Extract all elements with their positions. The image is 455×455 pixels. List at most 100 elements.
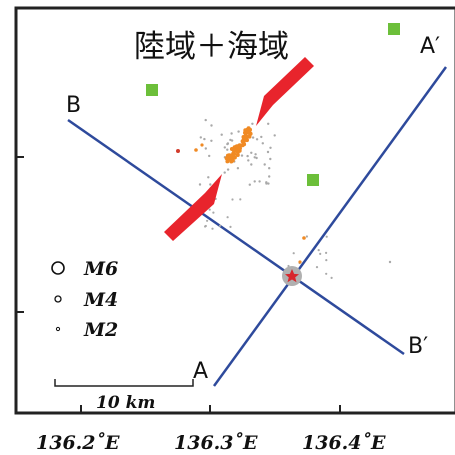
gray-event-dot — [226, 142, 229, 146]
gray-event-dot — [210, 124, 213, 127]
gray-event-dot — [269, 157, 272, 161]
gray-event-dot — [226, 168, 230, 171]
gray-event-dot — [325, 235, 328, 238]
profile-label-a-prime: A′ — [420, 34, 440, 59]
gray-event-dot — [236, 167, 240, 170]
gray-event-dot — [317, 249, 320, 252]
orange-event-dot — [247, 134, 252, 139]
profile-label-b: B — [66, 93, 81, 118]
gray-event-dot — [211, 227, 214, 230]
gray-event-dot — [254, 153, 257, 156]
orange-event-dot — [231, 148, 236, 153]
gray-event-dot — [246, 154, 249, 158]
gray-event-dot — [207, 176, 210, 179]
profile-line-a — [212, 66, 448, 387]
gray-event-dot — [267, 122, 270, 126]
gray-event-dot — [199, 136, 202, 139]
orange-event-dot — [194, 148, 198, 152]
orange-event-dot — [240, 143, 245, 148]
gray-event-dot — [253, 180, 256, 183]
gray-event-dot — [267, 182, 270, 185]
gray-event-dot — [223, 146, 226, 149]
orange-event-dot — [241, 139, 246, 144]
orange-event-dot — [237, 143, 242, 148]
gray-event-dot — [230, 132, 233, 135]
gray-event-dot — [265, 182, 268, 185]
gray-event-dot — [208, 208, 211, 211]
lon-label-3: 136.4˚E — [302, 431, 386, 454]
legend-m6-label: M6 — [83, 258, 118, 280]
gray-event-dot — [240, 154, 244, 157]
scale-bar-label: 10 km — [96, 393, 155, 413]
green-square-icon — [146, 84, 158, 96]
gray-event-dot — [218, 224, 222, 227]
gray-event-dot — [231, 198, 234, 201]
red-event-dot — [176, 149, 180, 153]
gray-event-dot — [212, 211, 215, 214]
gray-event-dot — [330, 276, 333, 279]
orange-event-dot — [243, 129, 248, 134]
orange-event-dot — [200, 143, 204, 147]
gray-event-dot — [268, 175, 271, 178]
gray-event-dot — [204, 118, 207, 122]
gray-event-dot — [210, 139, 213, 142]
legend-m4-circle — [54, 295, 62, 303]
gray-event-dot — [255, 156, 258, 160]
gray-event-dot — [325, 259, 328, 262]
gray-event-dot — [209, 183, 212, 186]
gray-event-dot — [325, 251, 328, 254]
gray-event-dot — [229, 225, 232, 228]
legend-m2-circle — [55, 326, 61, 332]
profile-label-a: A — [193, 359, 208, 384]
orange-event-dot — [302, 236, 306, 240]
gray-event-dot — [258, 180, 261, 183]
orange-event-dot — [244, 136, 249, 141]
gray-event-dot — [239, 198, 242, 201]
scale-bar — [54, 379, 194, 387]
gray-event-dot — [226, 216, 229, 219]
lon-label-2: 136.3˚E — [174, 431, 258, 454]
gray-event-dot — [206, 219, 209, 222]
red-star-icon — [285, 269, 299, 283]
orange-event-dot — [229, 153, 234, 158]
gray-event-dot — [388, 260, 392, 264]
green-square-icon — [307, 174, 319, 186]
gray-event-dot — [292, 252, 295, 255]
gray-event-dot — [204, 147, 207, 150]
orange-event-dot — [235, 150, 240, 155]
gray-event-dot — [229, 138, 232, 142]
gray-event-dot — [273, 134, 276, 137]
gray-event-dot — [305, 235, 308, 238]
gray-event-dot — [261, 142, 264, 145]
lon-label-1: 136.2˚E — [36, 431, 120, 454]
profile-line-b — [67, 118, 405, 356]
gray-event-dot — [250, 151, 253, 154]
gray-event-dot — [269, 146, 272, 149]
gray-event-dot — [263, 163, 266, 166]
gray-event-dot — [198, 183, 202, 186]
orange-event-dot — [230, 158, 235, 163]
red-arrow-icon — [256, 57, 314, 126]
gray-event-dot — [220, 133, 223, 136]
gray-event-dot — [203, 137, 206, 141]
gray-event-dot — [247, 159, 250, 162]
gray-event-dot — [208, 154, 211, 158]
orange-event-dot — [298, 260, 302, 264]
gray-event-dot — [260, 135, 263, 139]
gray-event-dot — [248, 183, 251, 186]
gray-event-dot — [253, 156, 256, 159]
gray-event-dot — [250, 163, 253, 166]
legend-m2-label: M2 — [83, 319, 118, 341]
gray-event-dot — [315, 266, 319, 269]
orange-event-dot — [247, 130, 252, 134]
gray-event-dot — [268, 167, 271, 170]
orange-event-dot — [227, 157, 232, 162]
map-title: 陸域＋海域 — [134, 29, 289, 65]
gray-event-dot — [251, 122, 254, 126]
gray-event-dot — [255, 138, 259, 141]
gray-event-dot — [204, 224, 207, 228]
legend-m4-label: M4 — [83, 289, 118, 311]
green-square-icon — [388, 23, 400, 35]
map-frame — [14, 6, 455, 415]
